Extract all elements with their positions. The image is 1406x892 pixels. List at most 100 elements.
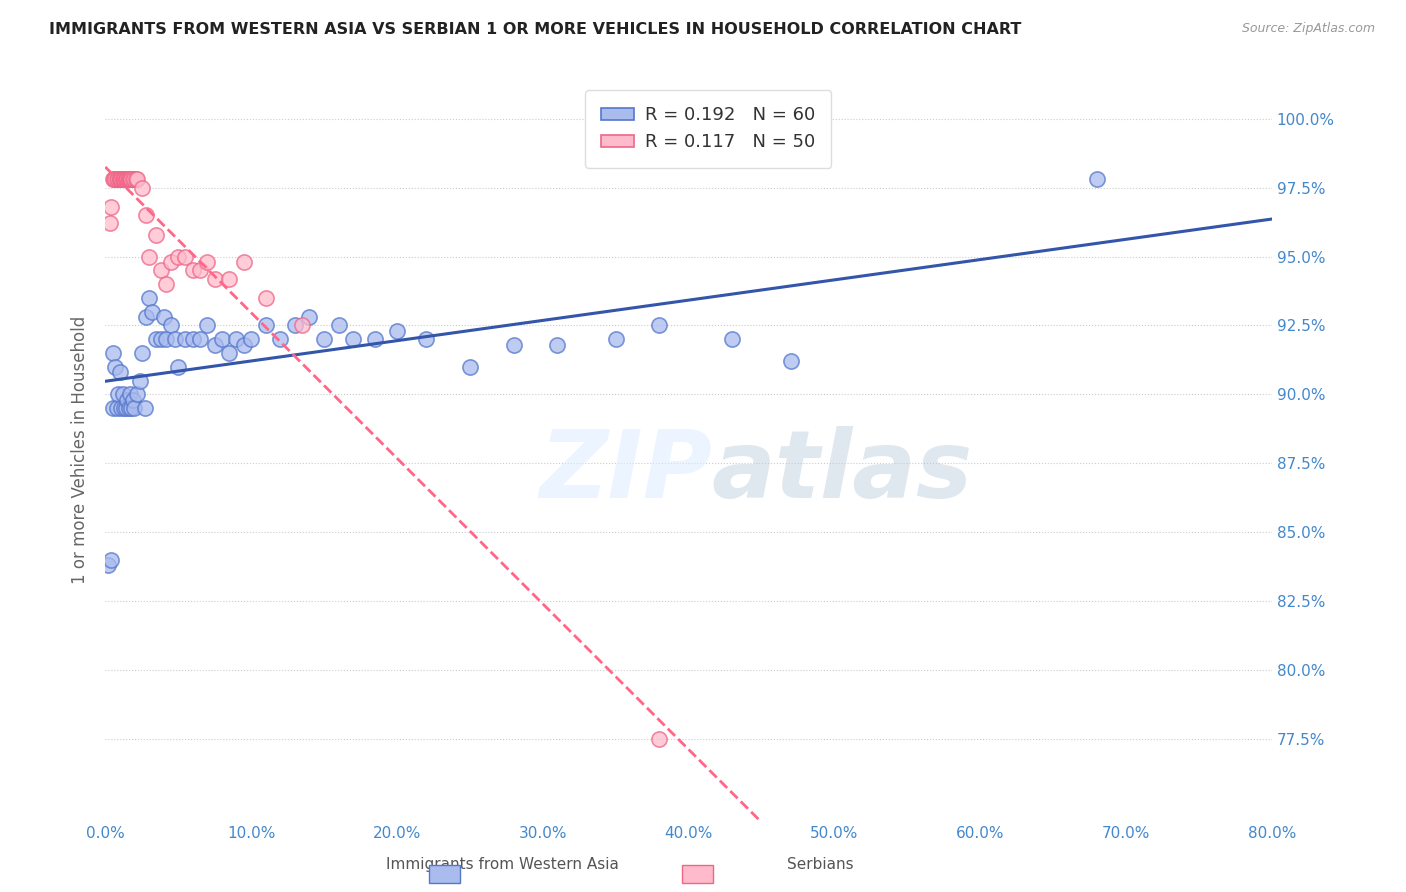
Point	[312, 332, 335, 346]
Point	[181, 263, 204, 277]
Point	[145, 332, 167, 346]
Point	[364, 332, 387, 346]
Point	[112, 172, 135, 186]
Point	[188, 263, 211, 277]
Point	[127, 387, 149, 401]
Point	[152, 310, 174, 325]
Point	[385, 324, 408, 338]
Point	[141, 304, 163, 318]
Point	[1085, 172, 1108, 186]
Y-axis label: 1 or more Vehicles in Household: 1 or more Vehicles in Household	[72, 316, 89, 583]
Point	[167, 359, 190, 374]
Point	[195, 318, 218, 333]
Point	[118, 387, 141, 401]
Point	[342, 332, 364, 346]
Text: atlas: atlas	[711, 425, 973, 517]
Text: Source: ZipAtlas.com: Source: ZipAtlas.com	[1241, 22, 1375, 36]
Point	[101, 346, 124, 360]
Point	[111, 172, 134, 186]
Point	[111, 387, 134, 401]
Point	[160, 255, 183, 269]
Point	[115, 172, 138, 186]
Point	[174, 250, 197, 264]
Point	[125, 172, 148, 186]
Text: ZIP: ZIP	[538, 425, 711, 517]
Point	[546, 337, 568, 351]
Point	[188, 332, 211, 346]
Point	[115, 392, 138, 407]
Point	[121, 172, 143, 186]
Point	[124, 401, 146, 416]
Point	[204, 271, 226, 285]
Point	[269, 332, 291, 346]
Point	[155, 277, 177, 292]
Point	[97, 558, 120, 573]
Point	[118, 172, 141, 186]
Point	[240, 332, 263, 346]
Point	[115, 172, 138, 186]
Point	[138, 291, 160, 305]
Point	[131, 346, 153, 360]
Point	[103, 172, 125, 186]
Point	[101, 401, 124, 416]
Point	[117, 401, 139, 416]
Point	[254, 318, 277, 333]
Point	[121, 401, 143, 416]
Point	[131, 180, 153, 194]
Point	[110, 172, 132, 186]
Point	[284, 318, 307, 333]
Point	[648, 318, 671, 333]
Point	[100, 200, 122, 214]
Text: IMMIGRANTS FROM WESTERN ASIA VS SERBIAN 1 OR MORE VEHICLES IN HOUSEHOLD CORRELAT: IMMIGRANTS FROM WESTERN ASIA VS SERBIAN …	[49, 22, 1022, 37]
Point	[108, 172, 131, 186]
Point	[112, 172, 135, 186]
Point	[218, 271, 240, 285]
Point	[779, 354, 801, 368]
Text: Serbians: Serbians	[787, 857, 853, 872]
Point	[104, 172, 127, 186]
Point	[107, 172, 129, 186]
Point	[415, 332, 437, 346]
Point	[149, 332, 172, 346]
Point	[165, 332, 187, 346]
Point	[232, 255, 254, 269]
Point	[115, 172, 138, 186]
Point	[328, 318, 350, 333]
Point	[101, 172, 124, 186]
Point	[107, 387, 129, 401]
Point	[135, 208, 157, 222]
Point	[111, 172, 134, 186]
Point	[195, 255, 218, 269]
Point	[155, 332, 177, 346]
Point	[124, 172, 146, 186]
Point	[100, 552, 122, 566]
Point	[174, 332, 197, 346]
Point	[127, 172, 149, 186]
Point	[110, 172, 132, 186]
Point	[108, 365, 131, 379]
Point	[138, 250, 160, 264]
Legend: R = 0.192   N = 60, R = 0.117   N = 50: R = 0.192 N = 60, R = 0.117 N = 50	[585, 90, 831, 168]
Point	[129, 374, 152, 388]
Point	[135, 310, 157, 325]
Point	[122, 392, 145, 407]
Point	[114, 172, 136, 186]
Point	[121, 172, 143, 186]
Point	[114, 401, 136, 416]
Point	[211, 332, 233, 346]
Point	[298, 310, 321, 325]
Point	[108, 172, 131, 186]
Point	[167, 250, 190, 264]
Point	[117, 172, 139, 186]
Point	[181, 332, 204, 346]
Point	[225, 332, 247, 346]
Point	[218, 346, 240, 360]
Point	[117, 172, 139, 186]
Point	[648, 731, 671, 746]
Point	[145, 227, 167, 242]
Point	[112, 172, 135, 186]
Point	[721, 332, 744, 346]
Point	[254, 291, 277, 305]
Point	[98, 217, 121, 231]
Point	[105, 172, 128, 186]
